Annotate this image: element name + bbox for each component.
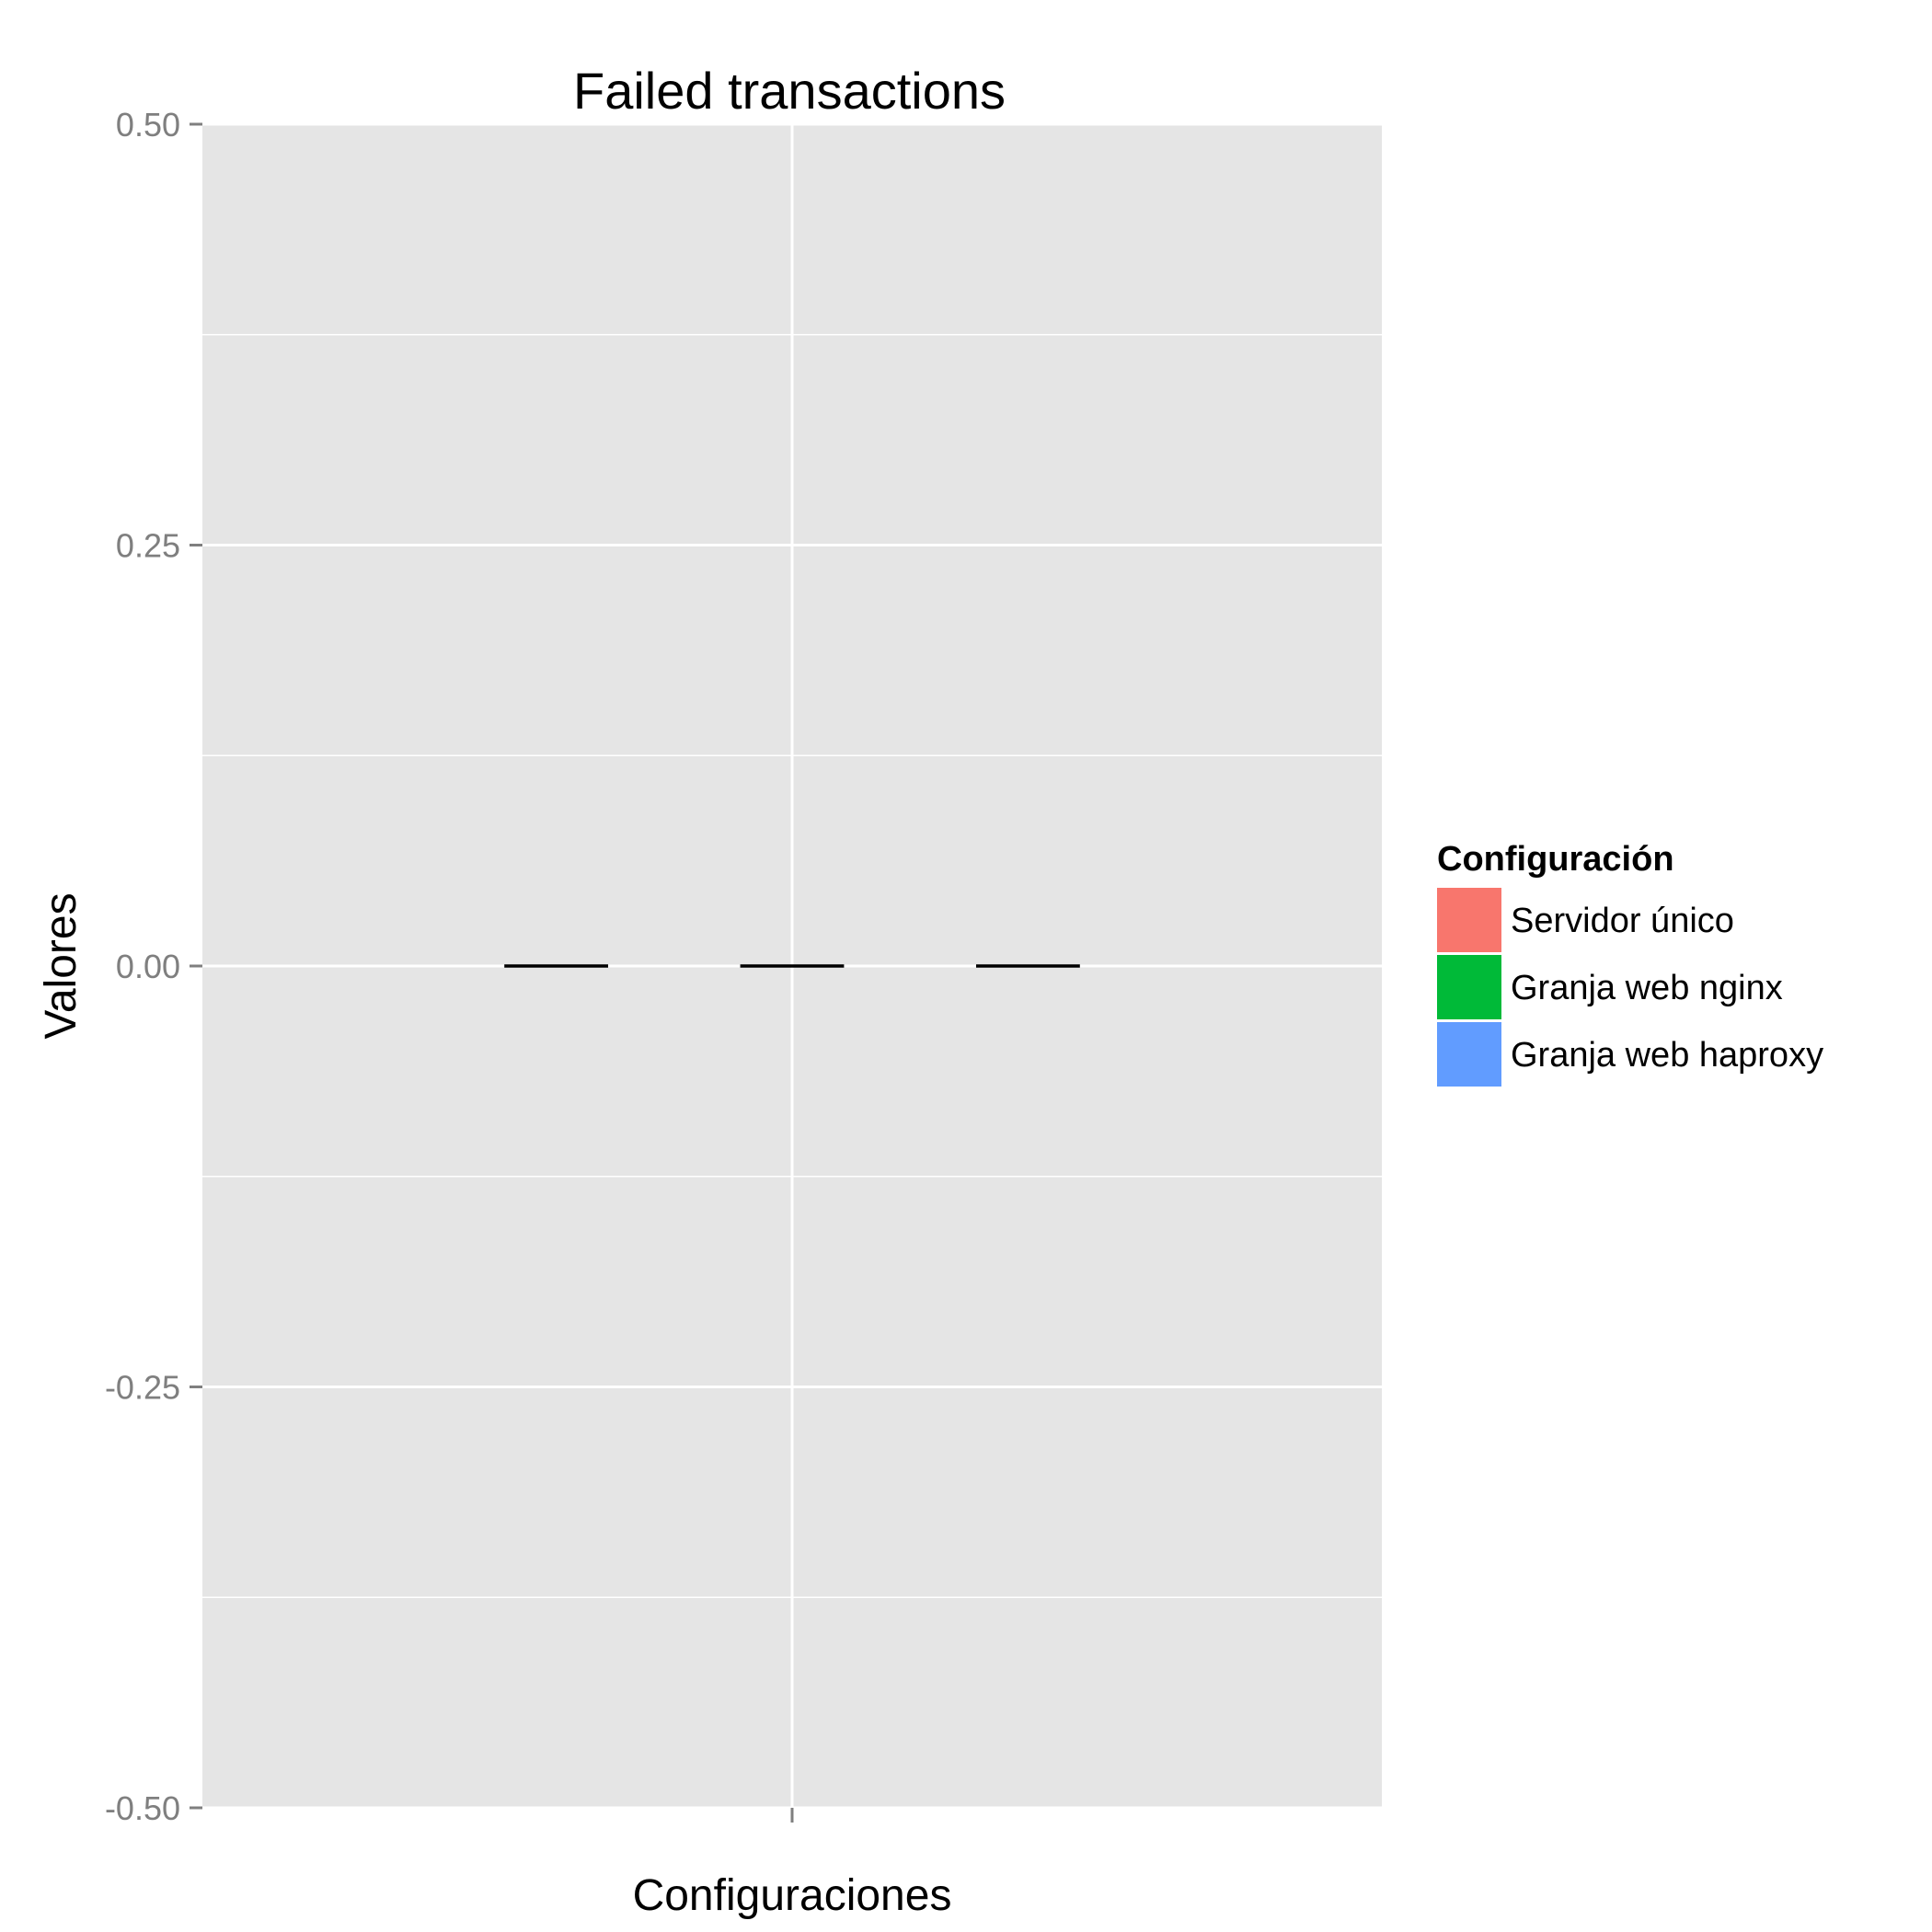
y-tick-label: -0.50 <box>105 1789 180 1827</box>
legend-label: Granja web nginx <box>1511 969 1783 1007</box>
y-axis: -0.50 -0.25 0.00 0.25 0.50 <box>105 106 202 1827</box>
legend-swatch <box>1437 888 1501 952</box>
y-axis-title: Valores <box>37 892 86 1039</box>
y-tick-label: 0.25 <box>116 527 180 565</box>
y-tick-label: -0.25 <box>105 1369 180 1407</box>
legend-title: Configuración <box>1437 840 1674 879</box>
legend-label: Granja web haproxy <box>1511 1036 1823 1075</box>
y-tick-label: 0.50 <box>116 106 180 144</box>
legend: Configuración Servidor único Granja web n… <box>1437 840 1823 1087</box>
legend-label: Servidor único <box>1511 902 1734 940</box>
x-axis-title: Configuraciones <box>633 1871 952 1920</box>
legend-swatch <box>1437 1022 1501 1087</box>
chart-title: Failed transactions <box>573 62 1006 120</box>
y-tick-label: 0.00 <box>116 948 180 985</box>
legend-swatch <box>1437 955 1501 1019</box>
